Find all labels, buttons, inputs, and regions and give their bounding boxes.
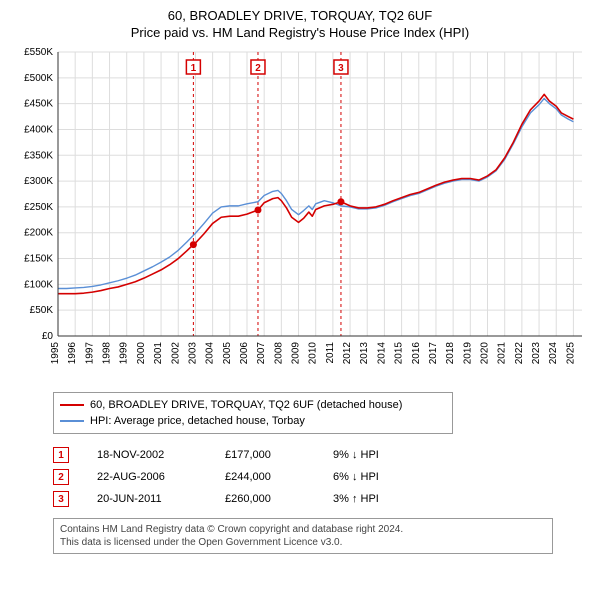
svg-text:£300K: £300K [24,176,53,187]
svg-text:£50K: £50K [30,305,54,316]
svg-text:£200K: £200K [24,228,53,239]
svg-text:2022: 2022 [514,342,525,365]
svg-text:2010: 2010 [308,342,319,365]
svg-text:2011: 2011 [325,342,336,364]
svg-text:£0: £0 [42,331,54,342]
footer-line2: This data is licensed under the Open Gov… [60,536,546,549]
legend-item: HPI: Average price, detached house, Torb… [60,413,446,429]
svg-text:1: 1 [191,63,197,74]
svg-text:2023: 2023 [531,342,542,365]
marker-row: 2 22-AUG-2006 £244,000 6% ↓ HPI [53,466,592,488]
svg-text:2019: 2019 [462,342,473,365]
svg-text:1996: 1996 [67,342,78,365]
svg-text:2004: 2004 [205,342,216,365]
marker-number-box: 3 [53,491,69,507]
svg-text:2006: 2006 [239,342,250,365]
svg-text:£100K: £100K [24,279,53,290]
svg-text:£400K: £400K [24,124,53,135]
svg-text:2003: 2003 [187,342,198,365]
chart-title-block: 60, BROADLEY DRIVE, TORQUAY, TQ2 6UF Pri… [8,8,592,40]
svg-text:2012: 2012 [342,342,353,365]
svg-text:1998: 1998 [102,342,113,365]
legend-item: 60, BROADLEY DRIVE, TORQUAY, TQ2 6UF (de… [60,397,446,413]
footer-attribution: Contains HM Land Registry data © Crown c… [53,518,553,554]
marker-table: 1 18-NOV-2002 £177,000 9% ↓ HPI 2 22-AUG-2006… [53,444,592,510]
svg-text:2013: 2013 [359,342,370,365]
svg-text:2021: 2021 [497,342,508,365]
svg-text:2005: 2005 [222,342,233,365]
marker-hpi: 6% ↓ HPI [333,471,413,483]
title-line2: Price paid vs. HM Land Registry's House … [8,25,592,40]
marker-date: 18-NOV-2002 [97,449,197,461]
svg-text:2025: 2025 [565,342,576,365]
marker-price: £177,000 [225,449,305,461]
price-vs-hpi-chart: 1 2 3 £0 £50K £100K £150K £200K £250K £300K £350K £… [8,46,592,386]
svg-text:2009: 2009 [291,342,302,365]
svg-text:2016: 2016 [411,342,422,365]
svg-text:1999: 1999 [119,342,130,365]
marker-number-box: 2 [53,469,69,485]
legend: 60, BROADLEY DRIVE, TORQUAY, TQ2 6UF (de… [53,392,453,434]
marker-price: £244,000 [225,471,305,483]
legend-swatch [60,420,84,422]
svg-text:2020: 2020 [480,342,491,365]
svg-text:2015: 2015 [394,342,405,365]
svg-text:2024: 2024 [548,342,559,365]
title-line1: 60, BROADLEY DRIVE, TORQUAY, TQ2 6UF [8,8,592,23]
marker-price: £260,000 [225,493,305,505]
marker-row: 3 20-JUN-2011 £260,000 3% ↑ HPI [53,488,592,510]
legend-label: HPI: Average price, detached house, Torb… [90,415,305,427]
marker-number-box: 1 [53,447,69,463]
svg-text:£250K: £250K [24,202,53,213]
svg-text:2018: 2018 [445,342,456,365]
svg-text:£350K: £350K [24,150,53,161]
svg-text:£500K: £500K [24,73,53,84]
svg-text:2: 2 [255,63,261,74]
svg-text:1997: 1997 [84,342,95,365]
legend-label: 60, BROADLEY DRIVE, TORQUAY, TQ2 6UF (de… [90,399,402,411]
svg-text:2007: 2007 [256,342,267,365]
svg-text:2017: 2017 [428,342,439,365]
svg-text:£150K: £150K [24,254,53,265]
marker-date: 20-JUN-2011 [97,493,197,505]
marker-hpi: 9% ↓ HPI [333,449,413,461]
svg-text:2008: 2008 [273,342,284,365]
marker-hpi: 3% ↑ HPI [333,493,413,505]
svg-text:2000: 2000 [136,342,147,365]
svg-text:£450K: £450K [24,99,53,110]
svg-text:1995: 1995 [50,342,61,365]
svg-text:2002: 2002 [170,342,181,365]
chart-container: 1 2 3 £0 £50K £100K £150K £200K £250K £300K £350K £… [8,46,592,386]
svg-text:2001: 2001 [153,342,164,365]
svg-text:3: 3 [338,63,344,74]
marker-row: 1 18-NOV-2002 £177,000 9% ↓ HPI [53,444,592,466]
footer-line1: Contains HM Land Registry data © Crown c… [60,523,546,536]
marker-date: 22-AUG-2006 [97,471,197,483]
legend-swatch [60,404,84,406]
svg-text:£550K: £550K [24,47,53,58]
svg-text:2014: 2014 [376,342,387,365]
